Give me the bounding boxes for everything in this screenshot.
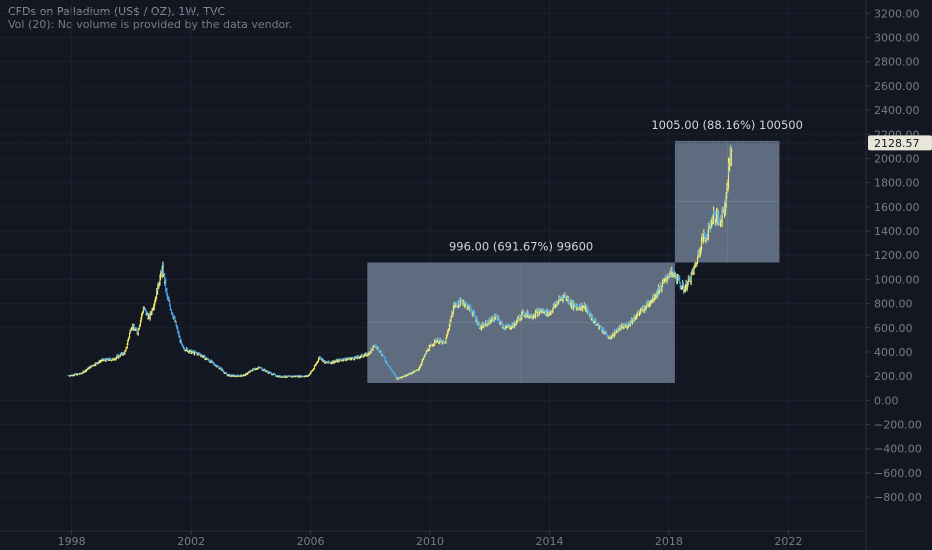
x-tick-label: 2014 (535, 535, 563, 548)
y-tick-label: 1600.00 (874, 201, 920, 214)
y-tick-label: 1000.00 (874, 273, 920, 286)
x-tick-label: 2002 (177, 535, 205, 548)
chart-legend: CFDs on Palladium (US$ / OZ), 1W, TVC Vo… (8, 5, 292, 31)
y-tick-label: 1200.00 (874, 249, 920, 262)
measure-label: 996.00 (691.67%) 99600 (449, 239, 593, 253)
price-axis[interactable]: 3200.003000.002800.002600.002400.002200.… (866, 7, 922, 504)
y-tick-label: 0.00 (874, 394, 899, 407)
y-tick-label: 200.00 (874, 370, 913, 383)
symbol-title[interactable]: CFDs on Palladium (US$ / OZ), 1W, TVC (8, 5, 226, 18)
y-tick-label: 3200.00 (874, 7, 920, 20)
y-tick-label: 1800.00 (874, 177, 920, 190)
time-axis[interactable]: 1998 2002 2006 2010 2014 2018 2022 (58, 531, 803, 548)
measure-label: 1005.00 (88.16%) 100500 (651, 118, 803, 132)
y-tick-label: 3000.00 (874, 31, 920, 44)
y-tick-label: 2600.00 (874, 80, 920, 93)
y-tick-label: 400.00 (874, 346, 913, 359)
x-tick-label: 2010 (416, 535, 444, 548)
x-tick-label: 2006 (297, 535, 325, 548)
last-price-value: 2128.57 (874, 137, 920, 150)
x-tick-label: 2018 (655, 535, 683, 548)
y-tick-label: 2800.00 (874, 56, 920, 69)
y-tick-label: 800.00 (874, 298, 913, 311)
y-tick-label: 600.00 (874, 322, 913, 335)
measure-tools[interactable]: 996.00 (691.67%) 99600 1005.00 (88.16%) 1… (367, 118, 803, 383)
x-tick-label: 2022 (774, 535, 802, 548)
y-tick-label: −600.00 (874, 467, 922, 480)
y-tick-label: 2000.00 (874, 152, 920, 165)
x-tick-label: 1998 (58, 535, 86, 548)
volume-note: Vol (20): No volume is provided by the d… (8, 18, 293, 31)
last-price-badge (868, 135, 932, 151)
y-tick-label: −400.00 (874, 443, 922, 456)
y-tick-label: 1400.00 (874, 225, 920, 238)
y-tick-label: −200.00 (874, 419, 922, 432)
price-series (67, 143, 733, 380)
y-tick-label: −800.00 (874, 491, 922, 504)
last-price-label: 2128.57 (868, 135, 932, 151)
y-tick-label: 2400.00 (874, 104, 920, 117)
